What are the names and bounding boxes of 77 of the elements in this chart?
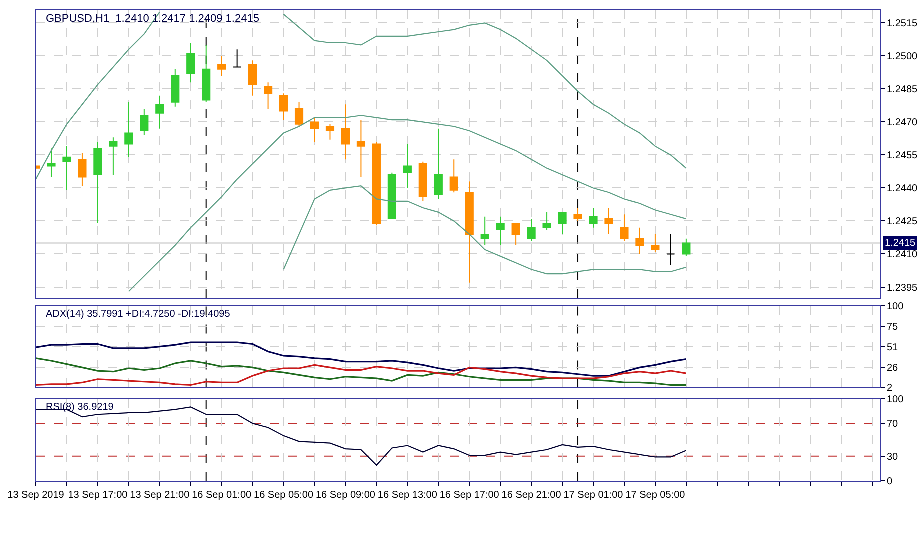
candlestick [310,117,320,143]
candlestick [140,108,149,136]
y-tick-label: 1.2410 [887,250,918,261]
y-tick-label: 1.2455 [887,150,918,162]
y-tick-label: 1.2515 [887,18,918,30]
ref-line-label: 1.2415 [885,238,916,249]
candlestick [124,102,134,158]
y-tick-label: 2 [887,383,893,394]
candlestick [636,227,644,255]
candlestick [248,60,258,96]
y-tick-label: 0 [887,476,893,488]
line-series [36,358,688,386]
x-tick-label: 16 Sep 17:00 [440,490,500,501]
y-tick-label: 1.2425 [887,216,918,228]
candlestick [294,102,304,128]
candlestick [326,124,335,140]
y-tick-label: 1.2470 [887,118,918,129]
candlestick [264,82,273,110]
x-tick-label: 17 Sep 05:00 [626,490,686,501]
candlestick [109,137,118,176]
candlestick [171,68,180,108]
candlestick [682,238,691,257]
line-series [36,342,688,377]
candlestick [94,142,102,224]
x-tick-label: 16 Sep 05:00 [254,490,314,501]
candlestick [512,222,520,246]
x-tick-label: 16 Sep 01:00 [192,490,252,501]
candlestick [403,144,412,189]
candlestick [666,234,676,266]
candlestick [233,49,242,68]
candlestick [480,216,490,246]
candlestick [589,208,598,228]
candlestick [78,152,87,187]
candlestick [651,234,660,253]
candlestick [47,148,56,178]
y-tick-label: 30 [887,452,899,463]
candlestick [450,159,458,194]
y-tick-label: 1.2500 [887,52,918,63]
candlestick [434,128,443,200]
candlestick [186,42,196,84]
candlestick [62,146,72,191]
candlestick [558,212,567,235]
y-tick-label: 100 [887,394,904,406]
annotation: ADX(14) 35.7991 +DI:4.7250 -DI:19.4095 [46,309,231,320]
candlestick [356,120,366,178]
y-tick-label: 100 [887,301,904,312]
candlestick [156,95,164,130]
candlestick [202,44,211,103]
candlestick [388,172,396,220]
x-tick-label: 13 Sep 17:00 [68,490,128,501]
y-tick-label: 51 [887,342,899,354]
candlestick [527,218,536,242]
x-tick-label: 16 Sep 09:00 [316,490,376,501]
x-tick-label: 17 Sep 01:00 [564,490,624,501]
x-tick-label: 13 Sep 2019 [8,490,65,501]
candlestick [620,214,629,242]
candlestick [218,56,226,77]
x-tick-label: 13 Sep 21:00 [130,490,190,501]
candlestick [279,93,288,121]
y-tick-label: 75 [887,322,899,334]
candlestick [496,216,505,246]
y-tick-label: 1.2440 [887,184,918,195]
y-tick-label: 1.2485 [887,84,918,96]
y-tick-label: 26 [887,363,899,374]
line-series [128,115,687,292]
candlestick [418,161,428,202]
line-series [283,185,687,275]
x-tick-label: 16 Sep 13:00 [378,490,438,501]
candlestick [542,212,552,231]
y-tick-label: 1.2395 [887,282,918,294]
y-tick-label: 70 [887,419,899,430]
line-series [36,364,688,386]
candlestick [604,208,614,235]
x-tick-label: 16 Sep 21:00 [502,490,562,501]
candlestick [574,208,582,222]
candlestick [341,104,350,160]
candlestick [372,142,381,226]
